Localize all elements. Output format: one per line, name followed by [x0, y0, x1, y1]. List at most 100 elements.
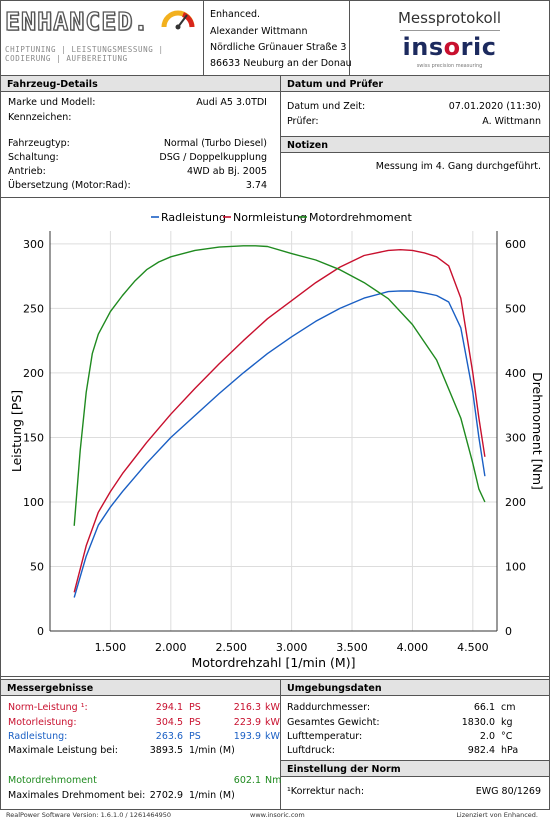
vehicle-label: Antrieb:	[8, 166, 46, 177]
engine-power-kw: 223.9	[233, 717, 261, 728]
env-unit: kg	[501, 717, 513, 728]
torque-label: Motordrehmoment	[8, 775, 97, 786]
norm-value: EWG 80/1269	[475, 786, 541, 797]
vehicle-value: DSG / Doppelkupplung	[159, 152, 267, 163]
env-unit: hPa	[501, 745, 519, 756]
norm-label: ¹Korrektur nach:	[287, 786, 365, 797]
x-tick-label: 4.500	[457, 641, 489, 654]
y-tick-label: 50	[30, 560, 44, 573]
x-tick-label: 4.000	[397, 641, 429, 654]
footer-website: www.insoric.com	[250, 811, 305, 819]
ps-unit: PS	[189, 731, 201, 742]
legend-entry: Radleistung	[161, 211, 226, 224]
env-value: 66.1	[473, 702, 495, 713]
vehicle-label: Schaltung:	[8, 152, 59, 163]
address-line-2: Alexander Wittmann	[210, 26, 308, 37]
kw-unit: kW	[265, 717, 280, 728]
x-tick-label: 2.500	[215, 641, 247, 654]
y-tick-label: 200	[23, 367, 44, 380]
vehicle-value: Normal (Turbo Diesel)	[163, 138, 267, 149]
env-label: Raddurchmesser:	[287, 702, 371, 713]
brand-tagline: swiss precision measuring	[416, 63, 483, 69]
torque-value: 602.1	[233, 775, 261, 786]
y-tick-label: 300	[23, 238, 44, 251]
notes-text: Messung im 4. Gang durchgeführt.	[375, 161, 541, 172]
title-divider	[400, 30, 500, 31]
max-power-label: Maximale Leistung bei:	[8, 745, 118, 756]
rpm-unit: 1/min (M)	[189, 745, 235, 756]
rpm-unit: 1/min (M)	[189, 790, 235, 801]
legend-entry: Normleistung	[233, 211, 307, 224]
series-line-motordrehmoment	[73, 245, 486, 526]
y2-tick-label: 300	[505, 431, 526, 444]
vehicle-label: Kennzeichen:	[8, 112, 72, 123]
address-block	[204, 1, 350, 75]
series-line-normleistung	[73, 249, 486, 593]
env-unit: cm	[501, 702, 516, 713]
vehicle-value: 4WD ab Bj. 2005	[186, 166, 267, 177]
vehicle-label: Übersetzung (Motor:Rad):	[8, 180, 131, 191]
vehicle-value: 3.74	[245, 180, 267, 191]
x-tick-label: 1.500	[95, 641, 127, 654]
norm-power-kw: 216.3	[233, 702, 261, 713]
results-section-title: Messergebnisse	[1, 679, 280, 696]
date-label: Datum und Zeit:	[287, 101, 366, 112]
x-tick-label: 3.500	[336, 641, 368, 654]
norm-power-label: Norm-Leistung ¹:	[8, 702, 88, 713]
y-tick-label: 0	[37, 625, 44, 638]
vehicle-value: Audi A5 3.0TDI	[196, 97, 267, 108]
kw-unit: kW	[265, 702, 280, 713]
environment-section-title: Umgebungsdaten	[281, 679, 549, 696]
header: ENHANCED. CHIPTUNING | LEISTUNGSMESSUNG …	[1, 1, 549, 76]
y-axis-label: Leistung [PS]	[9, 390, 24, 472]
legend-entry: Motordrehmoment	[309, 211, 412, 224]
y2-tick-label: 400	[505, 367, 526, 380]
address-line-1: Enhanced.	[210, 9, 261, 20]
env-label: Lufttemperatur:	[287, 731, 363, 742]
env-value: 982.4	[467, 745, 495, 756]
env-label: Gesamtes Gewicht:	[287, 717, 380, 728]
ps-unit: PS	[189, 717, 201, 728]
section-divider	[1, 676, 549, 677]
logo-block: ENHANCED. CHIPTUNING | LEISTUNGSMESSUNG …	[1, 1, 204, 75]
norm-power-ps: 294.1	[155, 702, 183, 713]
y-tick-label: 100	[23, 496, 44, 509]
series-line-radleistung	[73, 290, 486, 598]
notes-section-title: Notizen	[281, 136, 549, 153]
logo-wordmark: ENHANCED.	[4, 6, 150, 36]
power-chart: 1.500 2.000 2.500 3.000 3.500 4.000 4.500 0 50 10…	[9, 211, 545, 670]
max-torque-rpm: 2702.9	[149, 790, 183, 801]
ps-unit: PS	[189, 702, 201, 713]
y2-tick-label: 100	[505, 560, 526, 573]
inspector-label: Prüfer:	[287, 116, 319, 127]
kw-unit: kW	[265, 731, 280, 742]
date-value: 07.01.2020 (11:30)	[448, 101, 541, 112]
y-tick-label: 250	[23, 302, 44, 315]
norm-section-title: Einstellung der Norm	[281, 760, 549, 777]
y2-tick-label: 200	[505, 496, 526, 509]
max-torque-label: Maximales Drehmoment bei:	[8, 790, 146, 801]
inspector-value: A. Wittmann	[482, 116, 541, 127]
y2-tick-label: 0	[505, 625, 512, 638]
vehicle-label: Fahrzeugtyp:	[8, 138, 70, 149]
x-tick-label: 2.000	[155, 641, 187, 654]
max-power-rpm: 3893.5	[149, 745, 183, 756]
address-line-3: Nördliche Grünauer Straße 3	[210, 42, 347, 53]
x-axis-label: Motordrehzahl [1/min (M)]	[192, 655, 356, 670]
protocol-title: Messprotokoll	[397, 9, 502, 27]
nm-unit: Nm	[265, 775, 282, 786]
section-divider	[1, 197, 549, 198]
wheel-power-kw: 193.9	[233, 731, 261, 742]
address-line-4: 86633 Neuburg an der Donau	[210, 58, 352, 69]
x-tick-label: 3.000	[276, 641, 308, 654]
vehicle-label: Marke und Modell:	[8, 97, 96, 108]
env-unit: °C	[501, 731, 513, 742]
wheel-power-ps: 263.6	[155, 731, 183, 742]
footer-license: Lizenziert von Enhanced.	[456, 811, 538, 819]
gauge-icon	[161, 10, 195, 30]
footer-software-version: RealPower Software Version: 1.6.1.0 / 12…	[6, 811, 172, 819]
y2-tick-label: 500	[505, 302, 526, 315]
column-divider	[280, 679, 281, 809]
y-tick-label: 150	[23, 431, 44, 444]
logo-subtitle: CHIPTUNING | LEISTUNGSMESSUNG | CODIERUN…	[5, 45, 164, 63]
